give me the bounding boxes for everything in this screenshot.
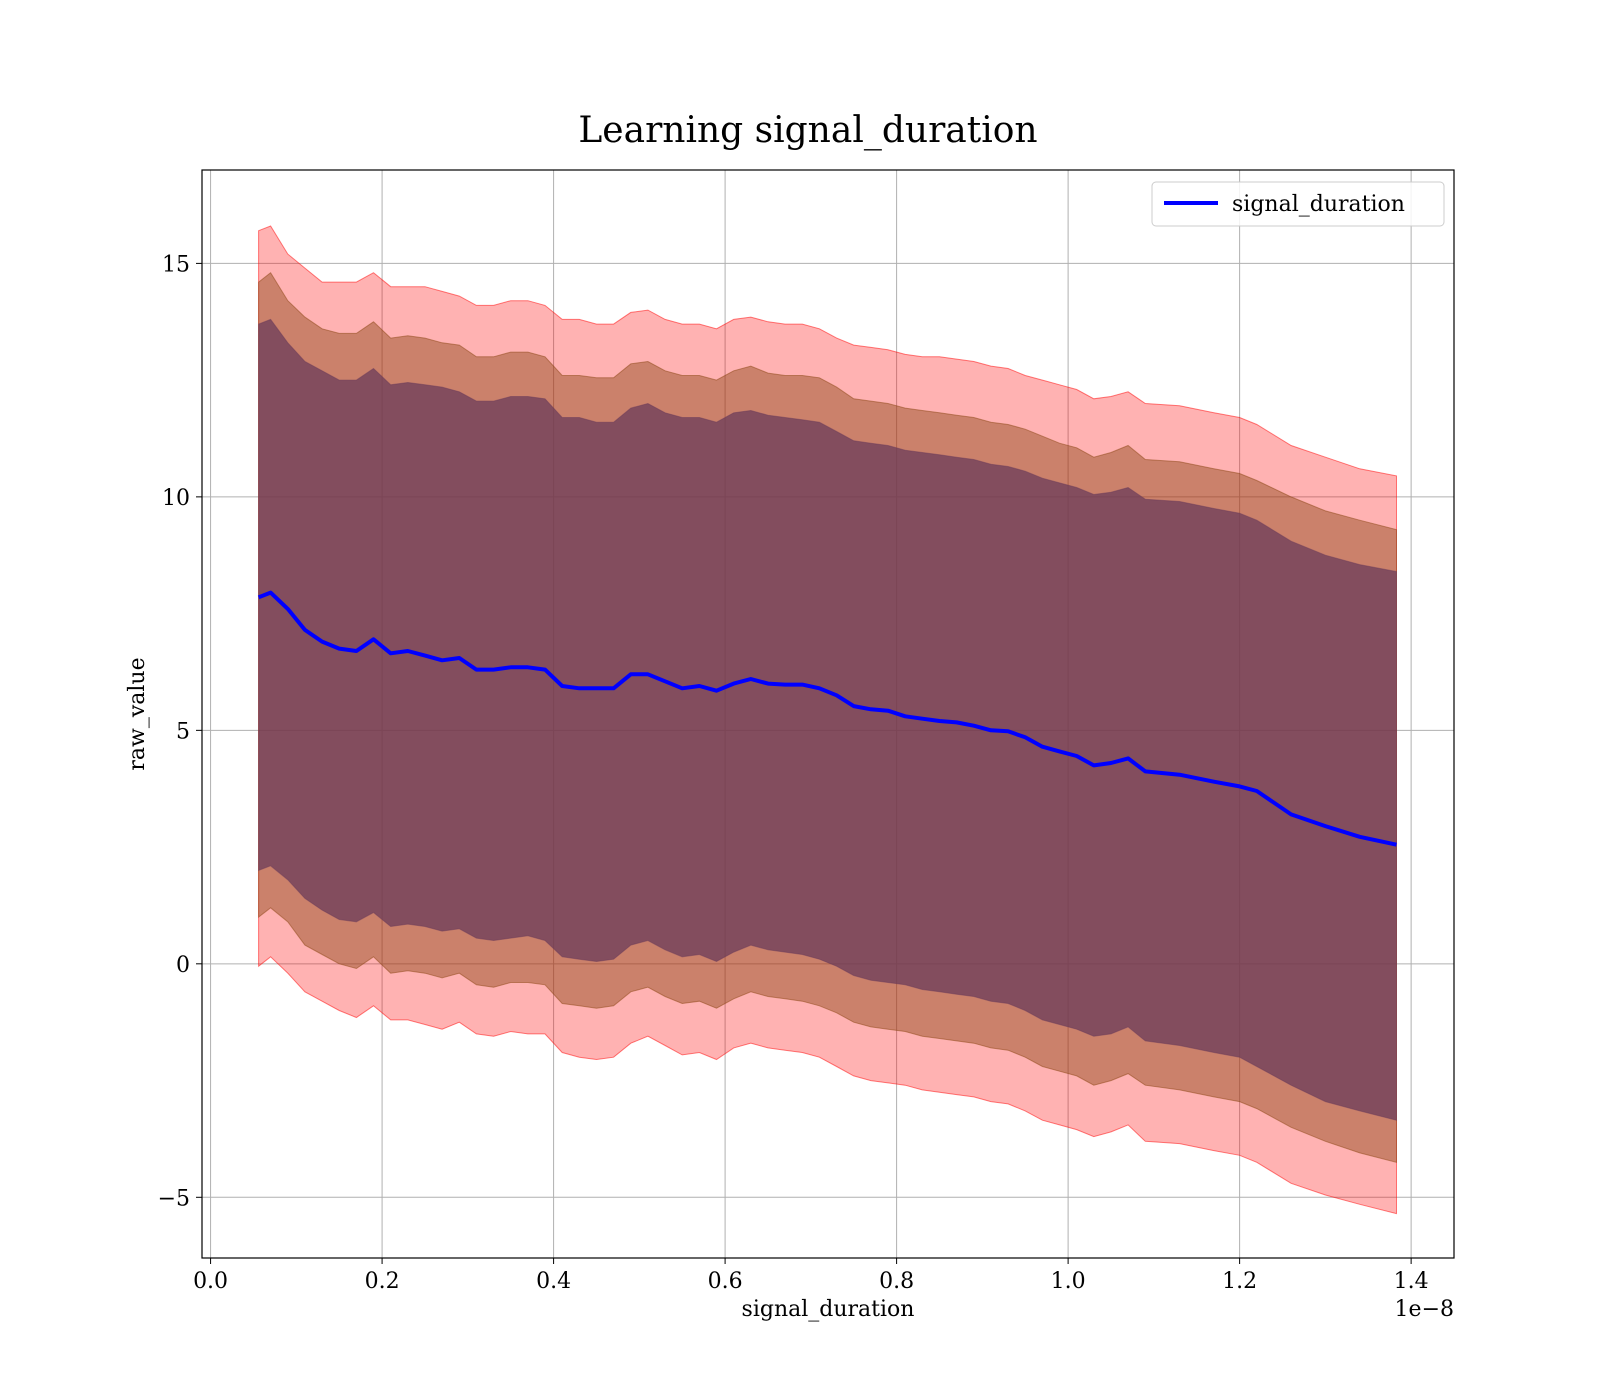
mean-line-layer	[257, 590, 1397, 847]
y-tick-label: 5	[176, 719, 190, 744]
x-tick-label: 0.8	[879, 1269, 914, 1294]
confidence-bands	[258, 225, 1397, 1215]
plot-area-frame	[201, 169, 1455, 1259]
x-tick-label: 0.4	[536, 1269, 571, 1294]
y-tick-label: −5	[158, 1186, 190, 1211]
x-axis-offset-label: 1e−8	[1395, 1297, 1454, 1322]
x-tick-label: 1.4	[1394, 1269, 1429, 1294]
axis-ticks: 0.0 0.2 0.4 0.6 0.8 1.0 1.2 1.4 −5 0 5 10 15	[158, 252, 1429, 1294]
x-tick-label: 0.2	[365, 1269, 400, 1294]
y-tick-label: 15	[162, 252, 190, 277]
y-tick-label: 10	[162, 486, 190, 511]
legend: signal_duration	[1151, 181, 1445, 227]
y-tick-label: 0	[176, 953, 190, 978]
x-tick-label: 1.2	[1222, 1269, 1257, 1294]
x-axis-title: signal_duration	[742, 1297, 915, 1322]
band-inner	[258, 318, 1397, 1121]
legend-box	[1151, 181, 1445, 227]
chart-title: Learning signal_duration	[578, 110, 1037, 151]
x-tick-label: 0.6	[708, 1269, 743, 1294]
series-line-signal-duration	[257, 590, 1397, 847]
x-tick-label: 1.0	[1051, 1269, 1086, 1294]
legend-label-signal-duration: signal_duration	[1232, 192, 1405, 217]
y-axis-title: raw_value	[125, 657, 150, 770]
x-tick-label: 0.0	[193, 1269, 228, 1294]
